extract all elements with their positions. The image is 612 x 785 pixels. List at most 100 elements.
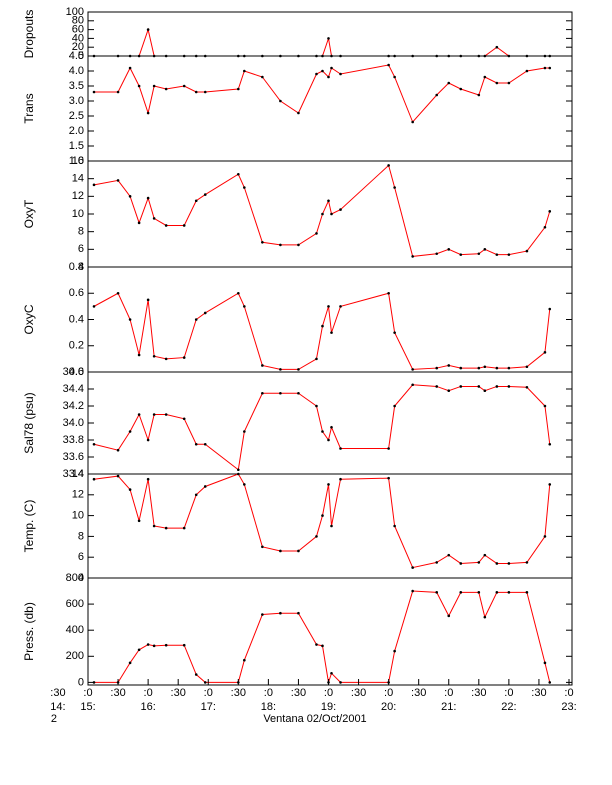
data-point bbox=[137, 413, 141, 416]
data-point bbox=[548, 483, 552, 486]
y-tick-label: 8 bbox=[78, 530, 84, 542]
data-point bbox=[182, 356, 186, 359]
data-point bbox=[203, 311, 207, 315]
data-point bbox=[507, 591, 511, 594]
x-tick-label: :30 bbox=[351, 687, 366, 699]
y-tick-label: 3.0 bbox=[69, 95, 84, 107]
data-point bbox=[237, 291, 240, 295]
data-point bbox=[447, 81, 451, 85]
panel-frame bbox=[87, 160, 573, 268]
data-point bbox=[116, 474, 120, 478]
data-point bbox=[237, 172, 240, 176]
data-point bbox=[116, 448, 120, 452]
x-hour-label: 19: bbox=[321, 701, 336, 713]
data-point bbox=[548, 210, 552, 213]
data-point bbox=[393, 404, 396, 408]
y-tick-label: 14 bbox=[72, 173, 84, 185]
data-point bbox=[92, 681, 96, 684]
data-point bbox=[137, 519, 141, 523]
y-tick-label: 0.4 bbox=[69, 313, 84, 325]
data-point bbox=[327, 305, 330, 308]
x-tick-label: :30 bbox=[471, 687, 486, 699]
x-tick-label: :30 bbox=[531, 687, 546, 699]
data-point bbox=[330, 524, 333, 528]
x-hour-label: 22: bbox=[501, 701, 516, 713]
data-point bbox=[92, 442, 96, 446]
data-point bbox=[477, 591, 481, 594]
data-point bbox=[483, 248, 487, 251]
data-point bbox=[525, 249, 529, 253]
data-point bbox=[495, 366, 499, 370]
data-point bbox=[495, 562, 499, 565]
y-tick-label: 20 bbox=[72, 41, 84, 53]
data-point bbox=[194, 493, 198, 497]
data-point bbox=[261, 240, 264, 244]
data-point bbox=[393, 75, 396, 79]
y-axis-label: Sal78 (psu) bbox=[22, 392, 36, 453]
data-point bbox=[339, 208, 342, 211]
y-tick-label: 400 bbox=[66, 624, 84, 636]
data-point bbox=[411, 255, 414, 258]
y-tick-label: 10 bbox=[72, 510, 84, 522]
data-point bbox=[243, 305, 246, 308]
data-point bbox=[279, 243, 282, 247]
data-point bbox=[435, 366, 439, 370]
data-point bbox=[164, 87, 168, 91]
data-point bbox=[194, 673, 198, 676]
data-point bbox=[203, 90, 207, 94]
y-tick-label: 1.0 bbox=[69, 155, 84, 167]
data-point bbox=[315, 357, 318, 361]
data-point bbox=[525, 386, 529, 389]
data-point bbox=[261, 364, 264, 367]
data-point bbox=[525, 561, 529, 564]
y-tick-label: 40 bbox=[72, 32, 84, 44]
x-hour-label: 15: bbox=[80, 701, 95, 713]
data-point bbox=[261, 545, 264, 549]
data-point bbox=[116, 291, 120, 295]
data-point bbox=[321, 212, 324, 216]
data-point bbox=[182, 526, 186, 530]
x-hour-label: 21: bbox=[441, 701, 456, 713]
data-point bbox=[447, 614, 451, 618]
x-tick-label: :0 bbox=[384, 687, 393, 699]
data-point bbox=[137, 84, 141, 88]
y-tick-label: 200 bbox=[66, 650, 84, 662]
data-point bbox=[243, 186, 246, 189]
data-point bbox=[152, 413, 156, 416]
data-point bbox=[459, 87, 463, 91]
data-point bbox=[327, 438, 330, 442]
y-tick-label: 0 bbox=[78, 676, 84, 688]
data-point bbox=[459, 591, 463, 594]
data-point bbox=[164, 643, 168, 647]
data-point bbox=[483, 365, 487, 369]
data-point bbox=[477, 252, 481, 256]
data-point bbox=[548, 307, 552, 311]
y-axis-label: Temp. (C) bbox=[22, 500, 36, 553]
x-hour-label: 16: bbox=[140, 701, 155, 713]
data-point bbox=[203, 442, 207, 446]
data-point bbox=[194, 318, 198, 321]
data-point bbox=[297, 549, 300, 553]
data-point bbox=[330, 671, 333, 675]
data-point bbox=[182, 84, 186, 88]
y-tick-label: 1.5 bbox=[69, 140, 84, 152]
data-point bbox=[315, 404, 318, 408]
y-tick-label: 80 bbox=[72, 15, 84, 27]
data-point bbox=[447, 553, 451, 557]
data-line bbox=[93, 384, 551, 471]
data-point bbox=[194, 199, 198, 203]
data-point bbox=[297, 391, 300, 395]
data-point bbox=[339, 477, 342, 481]
data-point bbox=[194, 90, 198, 94]
data-point bbox=[243, 483, 246, 486]
x-tick-label: :0 bbox=[564, 687, 573, 699]
y-tick-label: 0 bbox=[78, 50, 84, 62]
data-point bbox=[92, 477, 96, 481]
data-point bbox=[435, 561, 439, 564]
data-point bbox=[459, 366, 463, 370]
data-point bbox=[194, 442, 198, 446]
y-tick-label: 12 bbox=[72, 190, 84, 202]
panel-frame bbox=[87, 577, 573, 686]
y-axis-label: Trans bbox=[22, 93, 36, 123]
y-tick-label: 600 bbox=[66, 598, 84, 610]
